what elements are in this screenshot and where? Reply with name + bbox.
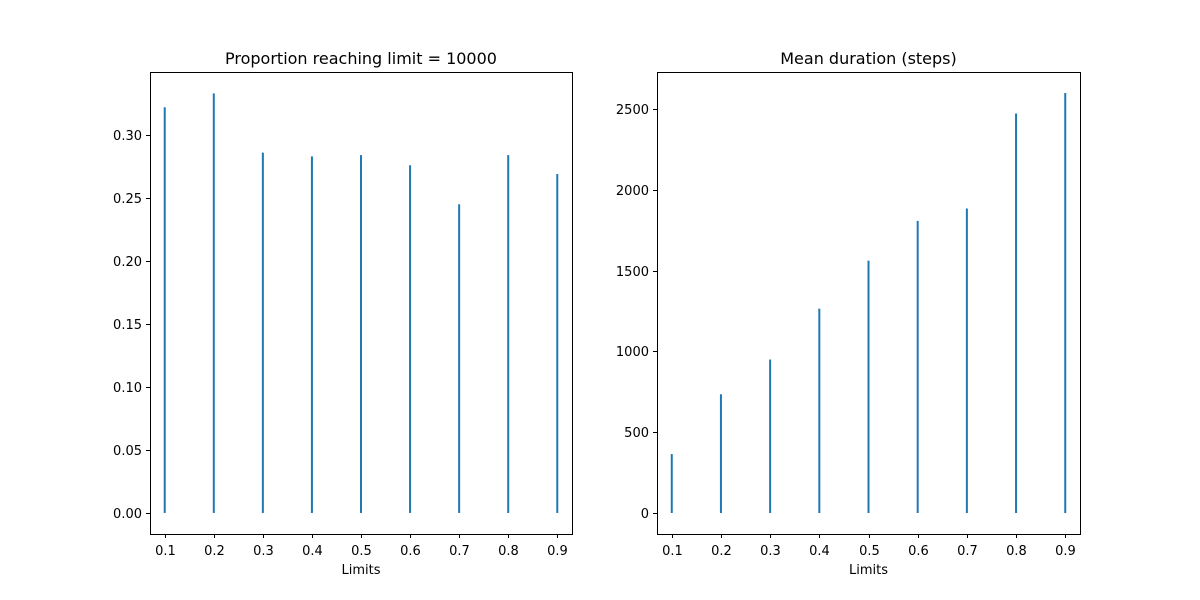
y-tick-label: 0.30 bbox=[113, 129, 142, 144]
y-tick-label: 0.15 bbox=[113, 318, 142, 333]
y-tick-label: 2000 bbox=[616, 184, 649, 199]
bar-0.2 bbox=[212, 93, 215, 513]
bar-0.7 bbox=[965, 208, 968, 513]
bar-0.5 bbox=[360, 155, 362, 513]
bar-0.2 bbox=[719, 394, 722, 513]
x-tick-label: 0.3 bbox=[760, 544, 781, 559]
panel-proportion: Proportion reaching limit = 10000 Limits… bbox=[113, 49, 573, 578]
x-tick-label: 0.4 bbox=[809, 544, 830, 559]
bar-0.1 bbox=[163, 107, 166, 513]
panel-mean-duration: Mean duration (steps) Limits 0 500 1000 150… bbox=[616, 49, 1081, 578]
bar-0.7 bbox=[458, 204, 461, 513]
x-axis-label: Limits bbox=[849, 563, 888, 578]
x-tick-label: 0.8 bbox=[1006, 544, 1027, 559]
x-axis-label: Limits bbox=[342, 563, 381, 578]
x-tick-label: 0.1 bbox=[155, 544, 176, 559]
y-tick-label: 2500 bbox=[616, 103, 649, 118]
bar-0.5 bbox=[867, 260, 870, 513]
y-tick-label: 0.05 bbox=[113, 444, 142, 459]
x-tick-label: 0.5 bbox=[351, 544, 372, 559]
x-tick-label: 0.7 bbox=[957, 544, 978, 559]
bar-0.4 bbox=[818, 308, 821, 513]
x-tick-label: 0.2 bbox=[711, 544, 732, 559]
bar-0.8 bbox=[507, 155, 510, 513]
x-tick-label: 0.6 bbox=[908, 544, 929, 559]
y-tick-label: 500 bbox=[624, 426, 649, 441]
y-tick-label: 1500 bbox=[616, 265, 649, 280]
y-tick-label: 0.20 bbox=[113, 255, 142, 270]
bar-0.4 bbox=[310, 156, 313, 513]
chart-title: Proportion reaching limit = 10000 bbox=[225, 49, 497, 68]
y-tick-label: 0.00 bbox=[113, 507, 142, 522]
bar-0.6 bbox=[409, 165, 412, 513]
x-tick-label: 0.2 bbox=[204, 544, 225, 559]
y-tick-label: 0.25 bbox=[113, 192, 142, 207]
x-tick-label: 0.3 bbox=[253, 544, 274, 559]
x-tick-label: 0.7 bbox=[449, 544, 470, 559]
x-tick-label: 0.4 bbox=[302, 544, 323, 559]
x-tick-label: 0.5 bbox=[859, 544, 880, 559]
y-tick-label: 0 bbox=[641, 507, 649, 522]
chart-title: Mean duration (steps) bbox=[780, 49, 957, 68]
bar-0.6 bbox=[916, 220, 919, 513]
y-tick-label: 1000 bbox=[616, 345, 649, 360]
bar-0.8 bbox=[1015, 113, 1018, 514]
y-tick-label: 0.10 bbox=[113, 381, 142, 396]
x-tick-label: 0.9 bbox=[1055, 544, 1076, 559]
bar-0.3 bbox=[261, 152, 264, 513]
x-tick-label: 0.9 bbox=[547, 544, 568, 559]
bar-0.1 bbox=[670, 454, 673, 513]
bar-0.9 bbox=[1064, 93, 1067, 513]
x-tick-label: 0.8 bbox=[498, 544, 519, 559]
bar-0.3 bbox=[769, 359, 772, 513]
x-tick-label: 0.6 bbox=[400, 544, 421, 559]
x-tick-label: 0.1 bbox=[662, 544, 683, 559]
bar-0.9 bbox=[556, 174, 559, 513]
